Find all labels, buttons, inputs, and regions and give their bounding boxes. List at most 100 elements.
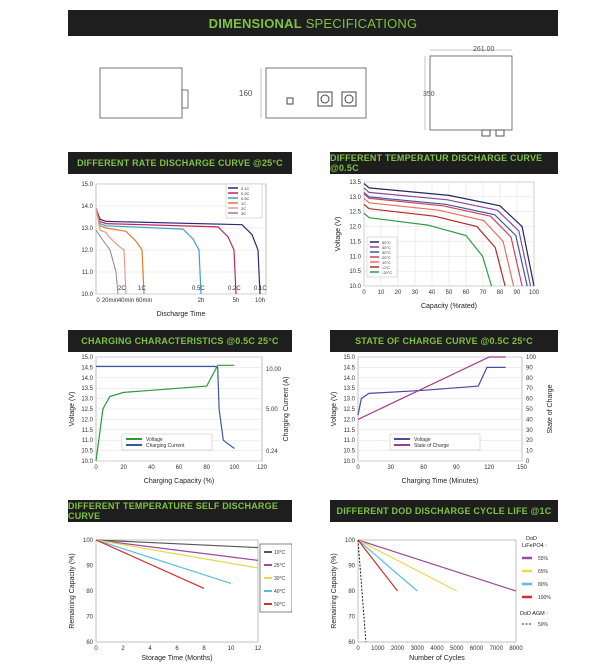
x-tick-label: 60 — [420, 465, 427, 471]
series-line-65% — [357, 539, 458, 592]
y2-tick-label: 20 — [526, 438, 533, 444]
legend-label: 50°C — [274, 602, 286, 608]
y-tick-label: 12.0 — [343, 417, 355, 423]
top-view-body — [429, 55, 513, 131]
legend-label: Voltage — [414, 437, 431, 443]
y2-tick-label: 80 — [526, 376, 533, 382]
y-tick-label: 70 — [348, 615, 355, 621]
front-view-button — [286, 97, 294, 105]
top-view-tab-1 — [481, 129, 491, 137]
series-line-voltage — [357, 366, 506, 416]
legend-title: DoD — [526, 536, 537, 542]
spec-title-bold: DIMENSIONAL — [208, 15, 302, 31]
series-line-soc — [357, 356, 506, 420]
y-tick-label: 12.5 — [349, 210, 361, 216]
legend-label: 45°C — [382, 245, 391, 250]
x-tick-label: 30 — [412, 290, 419, 296]
legend-label: 10°C — [382, 260, 391, 265]
legend-label: 10°C — [274, 550, 286, 556]
y2-tick-label: 40 — [526, 417, 533, 423]
charging-characteristics-chart: 15.0 14.5 14.0 13.5 13.0 12.5 12.0 11.5 11.0 10.5… — [69, 355, 290, 485]
y-tick-label: 13.0 — [81, 226, 93, 232]
y2-axis-label: State of Charge — [547, 384, 554, 433]
side-view-handle — [181, 89, 189, 109]
series-line-voltage — [95, 364, 235, 462]
legend-label: 3C — [241, 211, 246, 216]
x-tick-label: 100 — [529, 290, 540, 296]
charge-chart-banner: CHARGING CHARACTERISTICS @0.5C 25°C — [68, 330, 292, 352]
x-tick-label: 60min — [136, 298, 152, 304]
y-tick-label: 14.0 — [81, 204, 93, 210]
rate-label: 0.2C — [228, 286, 241, 292]
x-tick-label: 0 — [356, 646, 360, 652]
y-tick-label: 80 — [348, 589, 355, 595]
x-tick-label: 30 — [387, 465, 394, 471]
series-line-30°C — [95, 539, 259, 569]
series-line-2C — [95, 208, 127, 295]
legend-label: 0.2C — [241, 191, 250, 196]
legend-label: Charging Current — [146, 443, 185, 449]
y-tick-label: 10.5 — [343, 449, 355, 455]
x-axis-label: Number of Cycles — [409, 655, 465, 662]
legend-label: 40°C — [274, 589, 286, 595]
front-view-body — [265, 67, 367, 119]
y-tick-label: 80 — [86, 589, 93, 595]
x-tick-label: 120 — [484, 465, 495, 471]
x-tick-label: 0 — [362, 290, 366, 296]
x-tick-label: 0 — [96, 298, 100, 304]
dod-chart-banner: DIFFERENT DOD DISCHARGE CYCLE LIFE @1C — [330, 500, 558, 522]
self-discharge-chart: 100 90 80 70 600 2 4 6 8 10 12 10°C 25°C 30°C 40°C 50°C… — [69, 538, 292, 662]
legend-label: Voltage — [146, 437, 163, 443]
series-line-3C — [95, 229, 119, 295]
x-tick-label: 80 — [497, 290, 504, 296]
x-tick-label: 20 — [120, 465, 127, 471]
x-tick-label: 100 — [229, 465, 240, 471]
x-tick-label: 60 — [463, 290, 470, 296]
legend-label: 30°C — [382, 250, 391, 255]
legend-label: 30°C — [274, 576, 286, 582]
x-axis-label: Capacity (%rated) — [421, 303, 477, 310]
y-tick-label: 12.0 — [349, 225, 361, 231]
legend-label: State of Charge — [414, 443, 449, 449]
y-tick-label: 12.0 — [81, 248, 93, 254]
x-tick-label: 2000 — [391, 646, 405, 652]
x-tick-label: 5000 — [450, 646, 464, 652]
y-tick-label: 10.0 — [349, 284, 361, 290]
y-tick-label: 14.0 — [343, 376, 355, 382]
x-tick-label: 1000 — [371, 646, 385, 652]
legend-label: 100% — [538, 595, 551, 601]
legend-label: 25°C — [382, 255, 391, 260]
dimension-drawings: 160 261.00 350 — [99, 46, 513, 137]
x-axis-label: Charging Time (Minutes) — [402, 478, 479, 485]
soc-chart-title: STATE OF CHARGE CURVE @0.5C 25°C — [355, 336, 533, 346]
y-tick-label: 10.0 — [81, 459, 93, 465]
series-line-25°C — [363, 193, 523, 287]
legend-label: 80% — [538, 582, 549, 588]
y2-tick-label: 0 — [526, 459, 530, 465]
x-tick-label: 2h — [198, 298, 205, 304]
side-view-body — [99, 67, 183, 119]
series-line-100% — [357, 539, 398, 592]
top-view-tab-2 — [495, 129, 505, 137]
y-tick-label: 13.0 — [343, 397, 355, 403]
legend-label: 2C — [241, 206, 246, 211]
legend-title: LiFePO4 : — [522, 543, 547, 549]
x-tick-label: 10 — [378, 290, 385, 296]
legend-label: 50% — [538, 622, 549, 628]
y2-tick-label: 90 — [526, 365, 533, 371]
x-tick-label: 20 — [395, 290, 402, 296]
x-axis-label: Discharge Time — [157, 311, 206, 318]
series-line-25°C — [95, 539, 259, 561]
y-axis-label: Voltage (V) — [331, 392, 338, 427]
y2-tick-label: 100 — [526, 355, 537, 361]
depth-label: 350 — [423, 91, 435, 98]
legend-box — [389, 433, 481, 451]
legend-label: 55% — [538, 556, 549, 562]
x-tick-label: 6000 — [470, 646, 484, 652]
legend-label: 25°C — [274, 563, 286, 569]
x-tick-label: 120 — [257, 465, 268, 471]
legend-label: 1C — [241, 201, 246, 206]
y-axis-label: Voltage (V) — [69, 392, 76, 427]
y-axis-label: Voltage (V) — [335, 217, 342, 252]
rate-label: 0.1C — [254, 286, 267, 292]
